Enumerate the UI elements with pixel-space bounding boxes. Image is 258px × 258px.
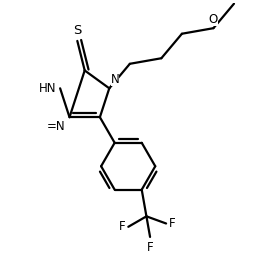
Text: F: F bbox=[168, 217, 175, 230]
Text: O: O bbox=[209, 13, 218, 26]
Text: N: N bbox=[110, 73, 119, 86]
Text: HN: HN bbox=[39, 82, 57, 95]
Text: S: S bbox=[73, 24, 82, 37]
Text: F: F bbox=[147, 241, 153, 254]
Text: =N: =N bbox=[47, 120, 66, 133]
Text: F: F bbox=[119, 220, 126, 233]
